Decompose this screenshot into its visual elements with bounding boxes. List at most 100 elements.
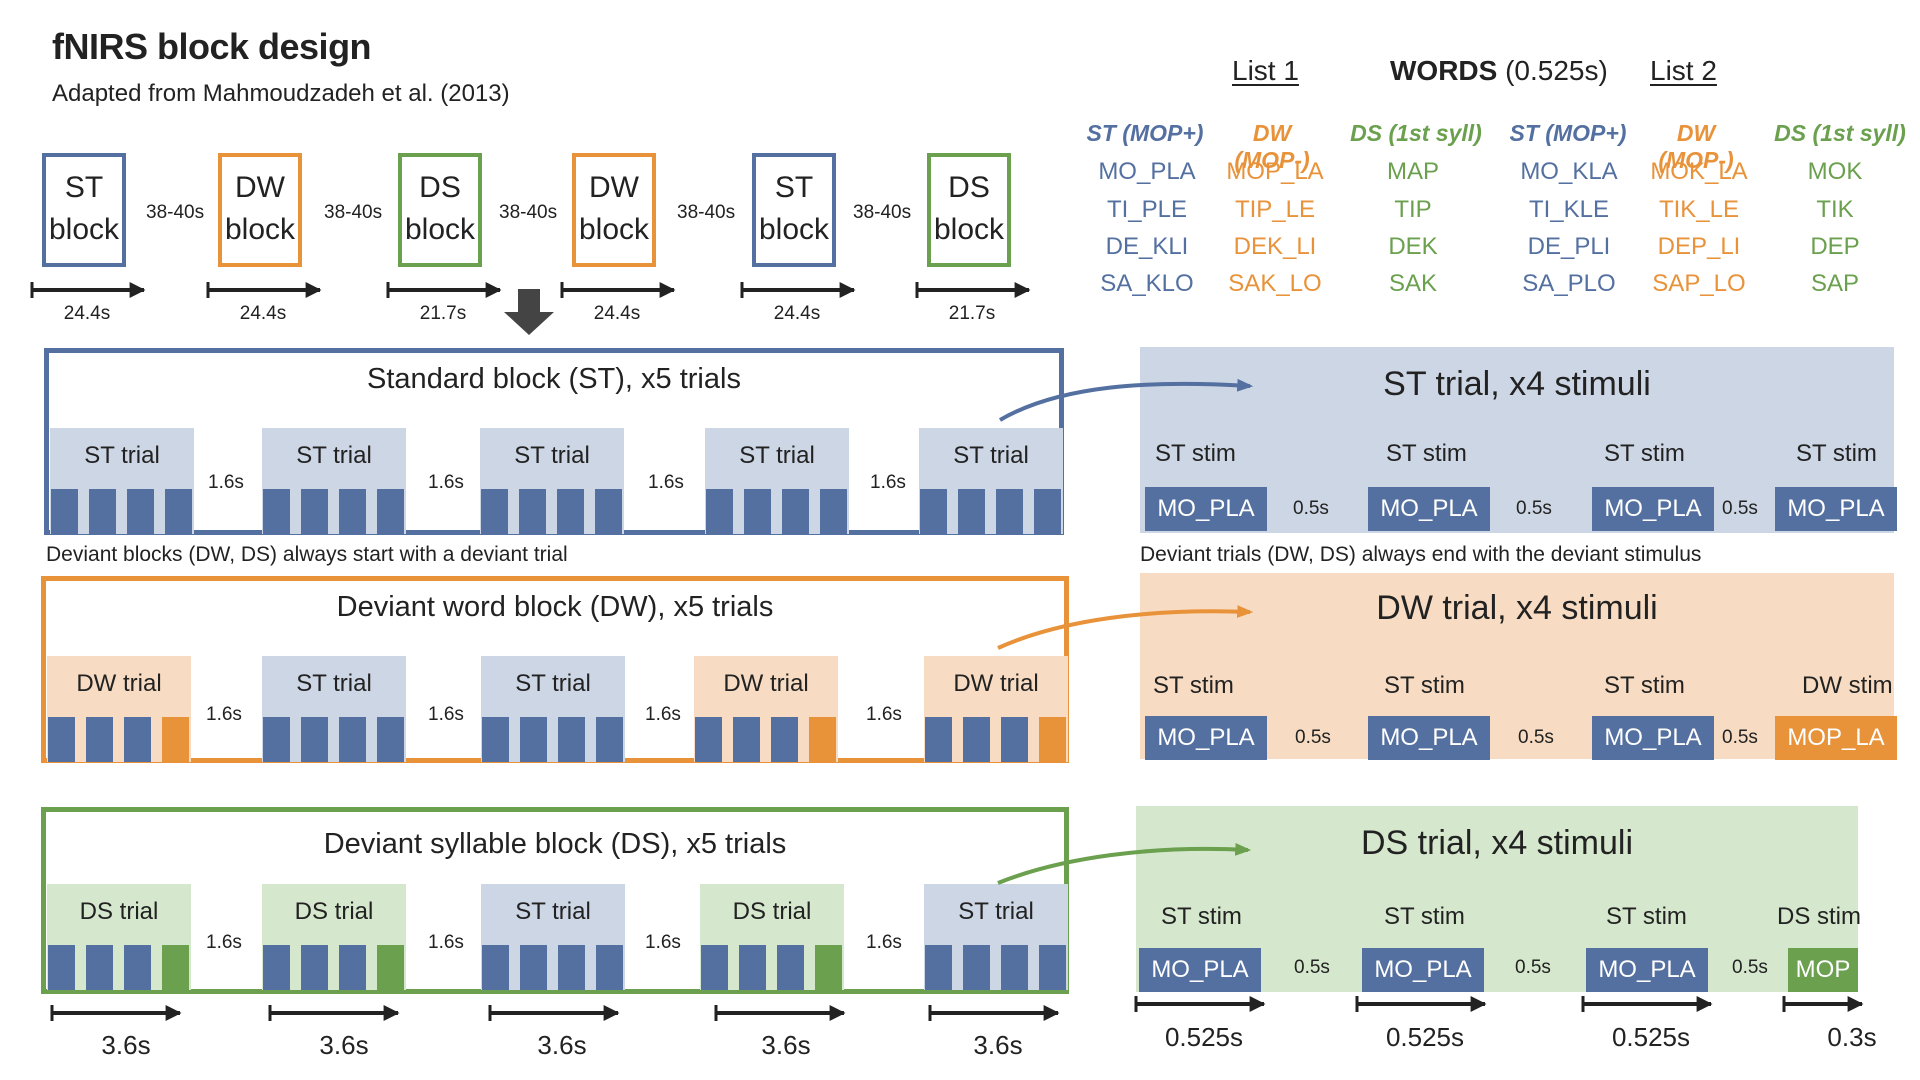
isi-label: 0.5s	[1516, 498, 1552, 519]
stimulus-bar	[701, 945, 728, 990]
stim-duration-label: 0.525s	[1164, 1022, 1244, 1052]
stim-label: ST stim	[1604, 440, 1685, 467]
isi-label: 0.5s	[1294, 957, 1330, 978]
trial-duration-label: 3.6s	[973, 1030, 1023, 1060]
stimulus-bar	[301, 489, 328, 534]
sequence-block-ds-2: DS block	[927, 153, 1011, 267]
word-cell: SA_PLO	[1522, 270, 1616, 297]
stimulus-bar	[739, 945, 766, 990]
stimulus-bar	[48, 945, 75, 990]
dw-trial-panel: DW trial, x4 stimuli	[1140, 573, 1894, 759]
dw-curve-arrow-icon	[997, 605, 1254, 650]
sequence-block-st-2: ST block	[752, 153, 836, 267]
words-column-header-ds-list2: DS (1st syll)	[1774, 120, 1906, 146]
trial-st: ST trial	[480, 428, 624, 534]
trial-gap-label: 1.6s	[428, 704, 464, 725]
words-column-header-dw-list1: DW (MOP-)	[1234, 120, 1310, 173]
word-cell: TIP	[1394, 196, 1432, 223]
trial-label: ST trial	[739, 442, 815, 469]
trial-gap-label: 1.6s	[645, 932, 681, 953]
stimulus-bar	[1001, 717, 1028, 762]
trial-st: ST trial	[919, 428, 1063, 534]
sequence-block-line2: block	[48, 213, 120, 246]
word-cell: TIP_LE	[1234, 196, 1316, 223]
isi-label: 0.5s	[1518, 727, 1554, 748]
trial-label: ST trial	[514, 442, 590, 469]
trial-label: ST trial	[953, 442, 1029, 469]
stimulus-bar	[925, 945, 952, 990]
sequence-block-line1: ST	[774, 171, 814, 204]
stimulus-bar	[86, 945, 113, 990]
words-heading-bold: WORDS	[1390, 55, 1498, 86]
trial-label: DW trial	[723, 670, 809, 697]
stimulus-bar	[162, 717, 189, 762]
words-heading: WORDS (0.525s)	[1390, 55, 1608, 87]
word-cell: SAP_LO	[1652, 270, 1746, 297]
stimulus-bar	[520, 945, 547, 990]
word-cell: MO_KLA	[1520, 158, 1618, 185]
words-column-header-ds-list1: DS (1st syll)	[1350, 120, 1482, 146]
page-title: fNIRS block design	[52, 26, 372, 67]
stimulus-bar	[165, 489, 192, 534]
trial-ds: DS trial	[700, 884, 844, 990]
stim-box: MO_PLA	[1592, 487, 1714, 531]
trial-st: ST trial	[262, 656, 406, 762]
sequence-block-st-1: ST block	[42, 153, 126, 267]
stimulus-bar	[263, 945, 290, 990]
trial-gap-label: 1.6s	[866, 704, 902, 725]
word-cell: TIK	[1816, 196, 1854, 223]
stimulus-bar	[920, 489, 947, 534]
stimulus-bar	[86, 717, 113, 762]
stim-box: MO_PLA	[1775, 487, 1897, 531]
word-cell: SAK_LO	[1228, 270, 1322, 297]
stimulus-bar	[89, 489, 116, 534]
stimulus-bar	[377, 945, 404, 990]
stim-box: MOP	[1788, 948, 1858, 992]
stimulus-bar	[263, 489, 290, 534]
stimulus-bar	[596, 717, 623, 762]
sequence-block-dw-1: DW block	[218, 153, 302, 267]
stimulus-bar	[558, 945, 585, 990]
stimulus-bar	[595, 489, 622, 534]
stim-box: MO_PLA	[1139, 948, 1261, 992]
stimulus-bar	[809, 717, 836, 762]
stim-label: ST stim	[1386, 440, 1467, 467]
sequence-duration-label: 24.4s	[593, 303, 641, 324]
stimulus-bar	[48, 717, 75, 762]
stim-duration-label: 0.525s	[1611, 1022, 1691, 1052]
stimulus-bar	[996, 489, 1023, 534]
trial-dw: DW trial	[47, 656, 191, 762]
stimulus-bar	[925, 717, 952, 762]
trial-gap-label: 1.6s	[645, 704, 681, 725]
stimulus-bar	[958, 489, 985, 534]
stimulus-bar	[744, 489, 771, 534]
trial-dw: DW trial	[924, 656, 1068, 762]
standard-block-title: Standard block (ST), x5 trials	[367, 363, 741, 395]
trial-label: DS trial	[79, 898, 159, 925]
stimulus-bar	[963, 945, 990, 990]
sequence-duration-label: 24.4s	[239, 303, 287, 324]
stimulus-bar	[339, 717, 366, 762]
trial-st: ST trial	[924, 884, 1068, 990]
stimulus-bar	[596, 945, 623, 990]
stimulus-bar	[51, 489, 78, 534]
sequence-duration-label: 21.7s	[948, 303, 996, 324]
stimulus-bar	[263, 717, 290, 762]
trial-st: ST trial	[481, 656, 625, 762]
stim-box: MO_PLA	[1592, 716, 1714, 760]
stim-box: MO_PLA	[1586, 948, 1708, 992]
words-heading-duration: (0.525s)	[1497, 55, 1608, 86]
stim-label: ST stim	[1796, 440, 1877, 467]
stim-label: ST stim	[1384, 672, 1465, 699]
stimulus-bar	[339, 489, 366, 534]
sequence-gap-label: 38-40s	[853, 202, 912, 223]
deviant-word-block-title: Deviant word block (DW), x5 trials	[336, 591, 774, 623]
sequence-gap-label: 38-40s	[499, 202, 558, 223]
deviant-blocks-caption: Deviant blocks (DW, DS) always start wit…	[46, 543, 568, 566]
stim-box: MO_PLA	[1145, 487, 1267, 531]
trial-duration-label: 3.6s	[537, 1030, 587, 1060]
deviant-syllable-block-title: Deviant syllable block (DS), x5 trials	[323, 828, 787, 860]
stimulus-bar	[1001, 945, 1028, 990]
trial-label: ST trial	[296, 442, 372, 469]
sequence-gap-label: 38-40s	[324, 202, 383, 223]
